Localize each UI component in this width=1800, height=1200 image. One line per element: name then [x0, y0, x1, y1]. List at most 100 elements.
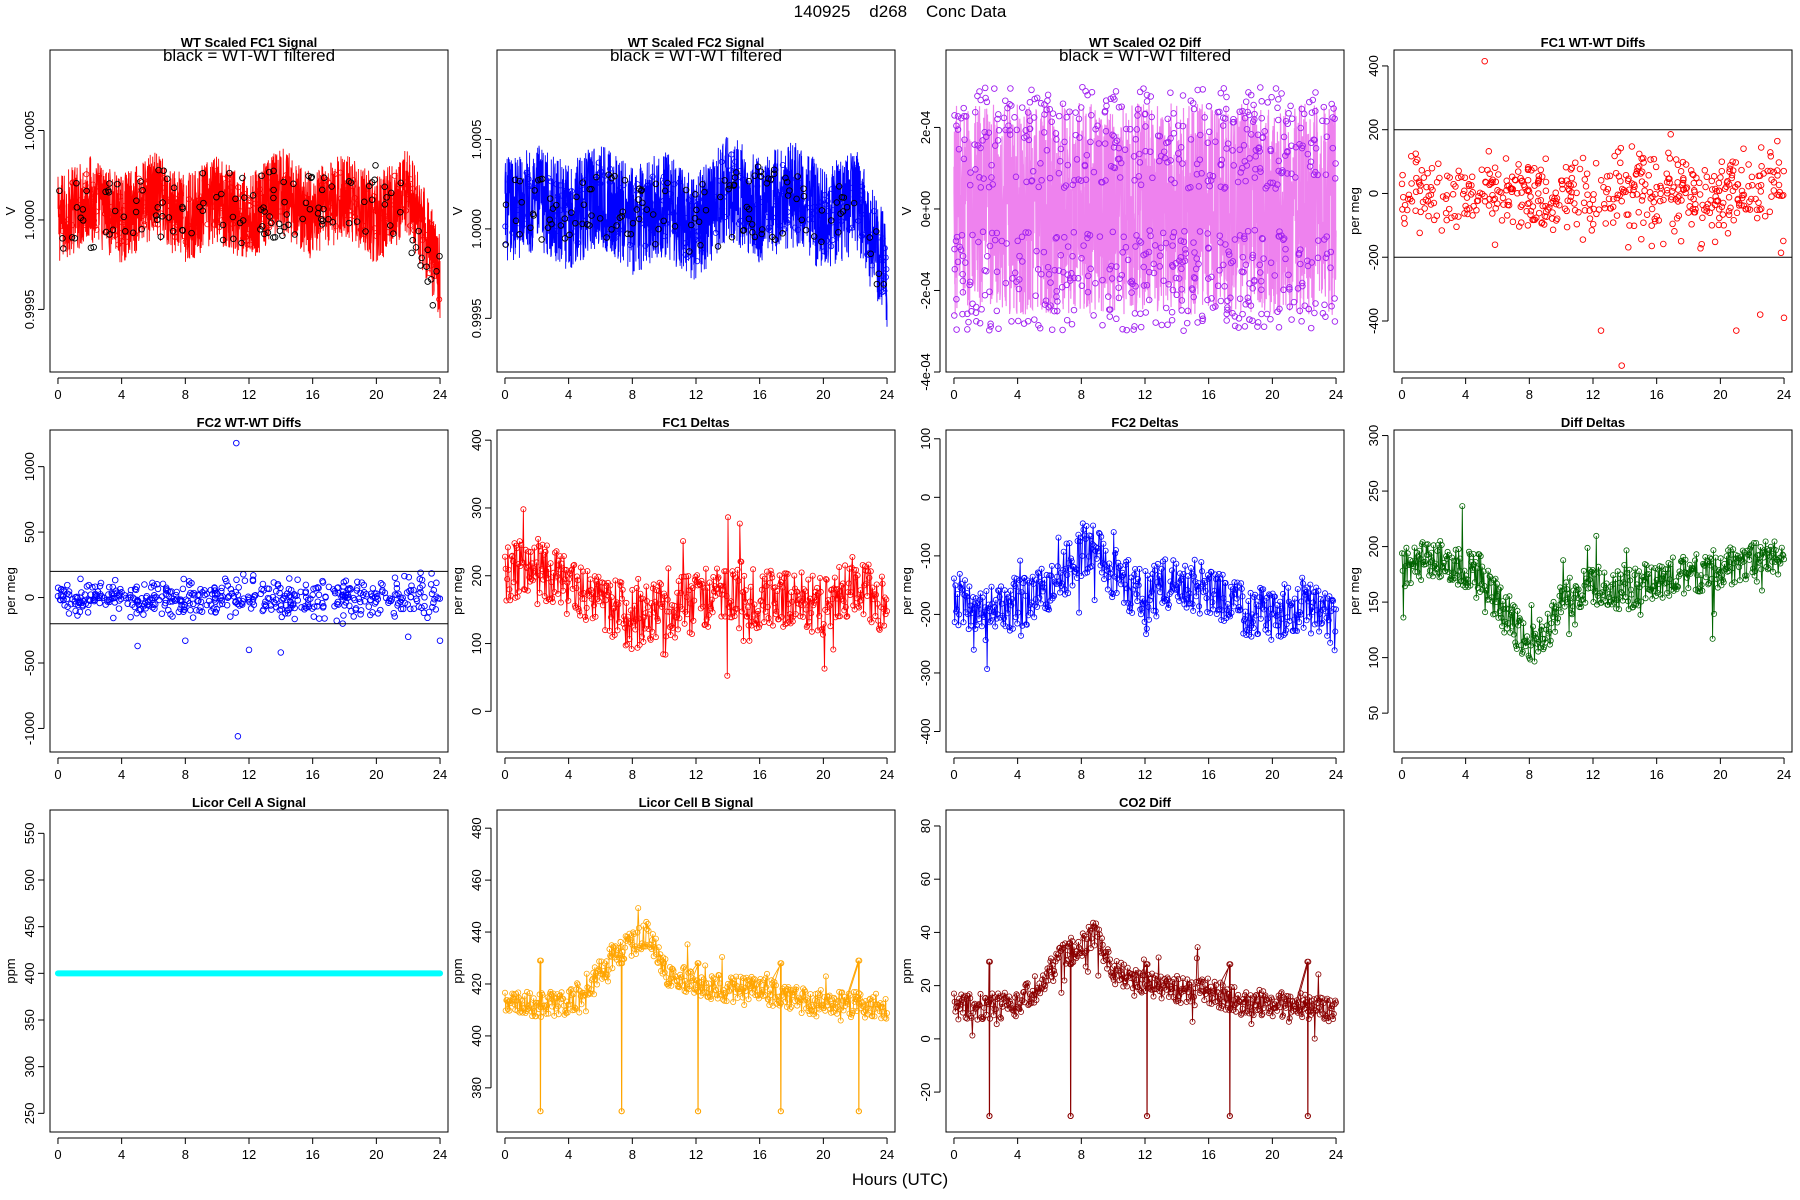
point-p3 — [984, 252, 991, 260]
point-p1 — [239, 174, 246, 182]
point-p2 — [881, 245, 888, 252]
point-p3 — [1177, 144, 1185, 151]
point-p1 — [252, 200, 259, 207]
point-p1 — [196, 203, 203, 211]
point-p2 — [791, 224, 798, 231]
point-p2 — [784, 219, 791, 226]
point-p3 — [1214, 282, 1222, 290]
point-p2 — [689, 202, 696, 209]
plot-area-p3 — [951, 83, 1339, 334]
point-p2 — [518, 199, 525, 206]
point-p3 — [1131, 177, 1138, 184]
point-p1 — [270, 186, 277, 194]
point-p1 — [433, 268, 440, 275]
point-p1 — [213, 217, 220, 224]
point-p3 — [1152, 319, 1159, 326]
point-p3 — [1230, 162, 1237, 169]
point-p3 — [1304, 150, 1312, 158]
point-p2 — [648, 227, 655, 234]
point-p1 — [307, 217, 314, 224]
point-p2 — [873, 280, 881, 288]
point-p1 — [264, 229, 272, 236]
point-p1 — [281, 223, 288, 231]
point-p2 — [751, 233, 759, 241]
point-p1 — [331, 171, 338, 178]
point-p2 — [793, 195, 800, 203]
point-p2 — [829, 237, 836, 244]
point-p1 — [257, 206, 265, 213]
point-p3 — [1106, 265, 1113, 273]
point-p1 — [89, 181, 96, 188]
point-p1 — [209, 203, 216, 210]
y-tick-label-p1: 1.0005 — [22, 111, 37, 151]
point-p2 — [635, 215, 643, 223]
point-p2 — [876, 234, 883, 241]
point-p3 — [1035, 183, 1042, 191]
point-p2 — [603, 234, 610, 241]
point-p1 — [383, 194, 390, 201]
point-p1 — [153, 216, 161, 223]
point-p1 — [229, 213, 237, 221]
point-p1 — [179, 226, 186, 234]
point-p1 — [160, 167, 167, 174]
x-tick-label-p1: 4 — [118, 387, 125, 402]
point-p2 — [717, 177, 724, 184]
point-p3 — [959, 310, 966, 318]
point-p2 — [728, 233, 736, 241]
point-p1 — [59, 204, 66, 211]
point-p2 — [794, 173, 801, 180]
point-p2 — [660, 173, 667, 180]
point-p2 — [758, 230, 766, 238]
point-p3 — [955, 145, 963, 153]
point-p1 — [87, 187, 94, 194]
x-tick-label-p1: 16 — [305, 387, 319, 402]
point-p2 — [871, 208, 878, 215]
point-p1 — [83, 171, 90, 178]
point-p1 — [171, 233, 178, 240]
point-p2 — [879, 257, 886, 264]
point-p1 — [282, 172, 289, 179]
point-p1 — [373, 232, 380, 239]
point-p1 — [230, 235, 237, 243]
point-p2 — [663, 205, 670, 212]
point-p3 — [1116, 275, 1123, 282]
point-p1 — [154, 221, 161, 228]
point-p3 — [1267, 315, 1274, 323]
point-p2 — [798, 216, 806, 224]
point-p1 — [188, 229, 195, 237]
point-p1 — [404, 188, 411, 195]
trace-p3 — [953, 102, 1337, 315]
point-p1 — [94, 188, 101, 195]
point-p3 — [1062, 182, 1070, 189]
point-p3 — [1268, 93, 1275, 101]
point-p2 — [740, 226, 748, 234]
point-p2 — [818, 199, 825, 206]
point-p2 — [595, 159, 602, 166]
point-p1 — [242, 215, 249, 222]
point-p3 — [1257, 168, 1264, 175]
point-p2 — [758, 226, 766, 233]
point-p1 — [256, 186, 263, 193]
point-p2 — [525, 175, 532, 182]
point-p2 — [788, 175, 795, 182]
point-p3 — [1288, 316, 1295, 323]
point-p2 — [758, 199, 765, 206]
point-p2 — [686, 248, 693, 255]
point-p1 — [300, 193, 307, 200]
point-p2 — [527, 224, 534, 231]
point-p1 — [171, 195, 178, 202]
point-p3 — [1308, 109, 1316, 116]
point-p2 — [781, 226, 788, 233]
point-p2 — [649, 211, 657, 218]
y-tick-label-p1: 1.0000 — [22, 200, 37, 240]
point-p1 — [177, 191, 184, 198]
point-p1 — [276, 227, 284, 235]
point-p3 — [1073, 156, 1081, 163]
point-p2 — [858, 211, 865, 218]
point-p2 — [644, 182, 651, 189]
point-p2 — [627, 241, 634, 248]
point-p1 — [370, 193, 377, 200]
point-p2 — [664, 209, 671, 216]
point-p1 — [368, 196, 376, 203]
point-p3 — [1172, 274, 1180, 282]
